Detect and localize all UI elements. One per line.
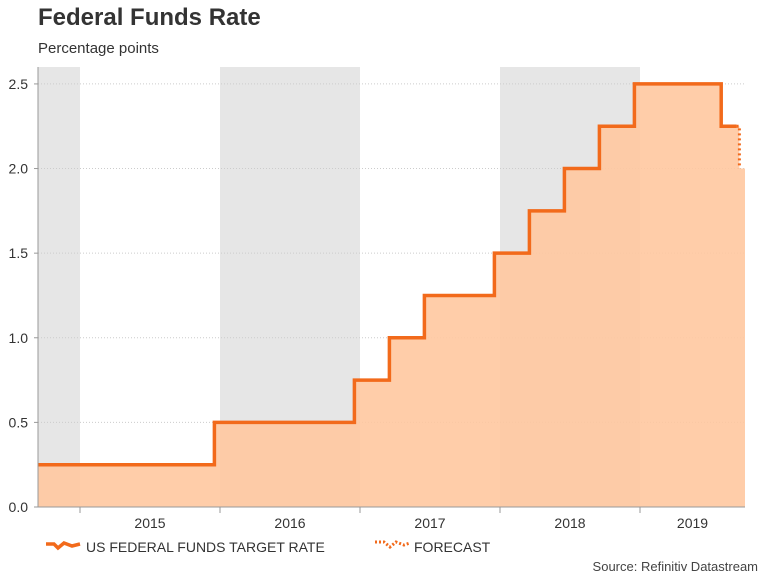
y-tick-label: 1.5 <box>9 245 29 261</box>
x-tick-label: 2018 <box>554 515 585 531</box>
y-tick-label: 2.0 <box>9 161 29 177</box>
x-tick-label: 2015 <box>134 515 165 531</box>
legend: US FEDERAL FUNDS TARGET RATE FORECAST <box>46 539 491 555</box>
y-tick-label: 2.5 <box>9 76 29 92</box>
area-fill <box>38 83 745 507</box>
chart-title: Federal Funds Rate <box>38 4 261 31</box>
gridlines <box>38 83 745 423</box>
legend-swatch-forecast <box>375 540 411 549</box>
legend-label-target: US FEDERAL FUNDS TARGET RATE <box>86 539 325 555</box>
y-tick-label: 0.0 <box>9 499 29 515</box>
series-line-1 <box>736 124 741 169</box>
axes <box>34 67 745 513</box>
area-fill-path <box>38 83 745 507</box>
x-tick-label: 2016 <box>274 515 305 531</box>
y-tick-label: 1.0 <box>9 330 29 346</box>
x-tick-label: 2019 <box>677 515 708 531</box>
x-tick-label: 2017 <box>414 515 445 531</box>
x-axis-tick-labels: 2015 2016 2017 2018 2019 <box>134 515 708 531</box>
series-line-0 <box>38 82 737 467</box>
series-lines <box>38 82 741 467</box>
y-tick-label: 0.5 <box>9 414 29 430</box>
source-note: Source: Refinitiv Datastream <box>592 559 758 574</box>
y-axis-tick-labels: 0.0 0.5 1.0 1.5 2.0 2.5 <box>9 76 29 515</box>
legend-swatch-target <box>46 541 81 551</box>
chart-subtitle: Percentage points <box>38 40 159 57</box>
shaded-band-0 <box>38 67 80 507</box>
legend-label-forecast: FORECAST <box>414 539 491 555</box>
